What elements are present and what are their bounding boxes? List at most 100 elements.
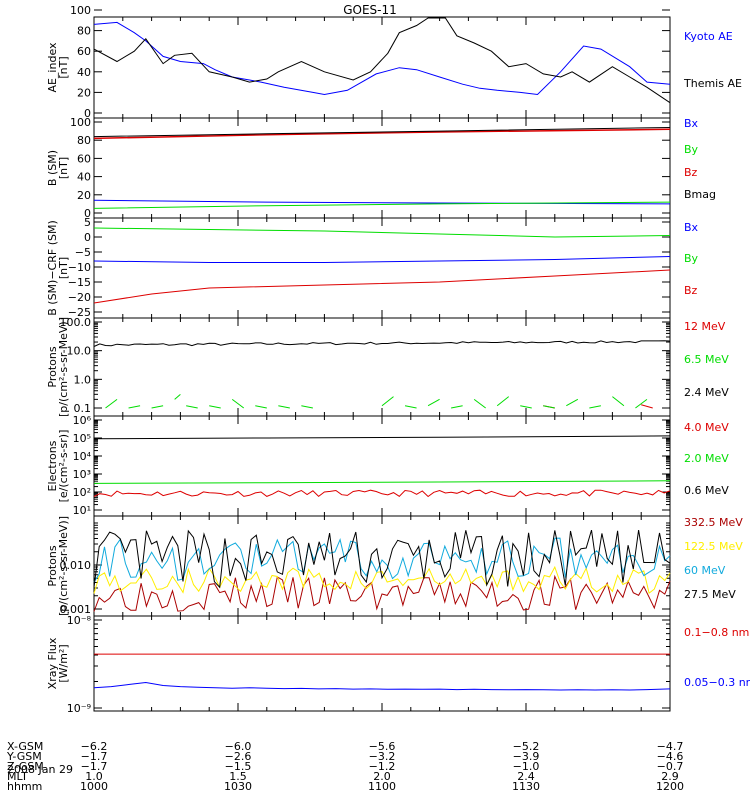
- y-tick-label: 80: [77, 134, 91, 147]
- x-tick-value: −2.6: [225, 750, 252, 763]
- y-tick-label: −20: [68, 291, 91, 304]
- y-axis-label: B (SM)−CRF (SM): [46, 220, 59, 316]
- series-line: [93, 128, 671, 140]
- x-tick-value: −5.6: [369, 740, 396, 753]
- x-axis-table: X-GSMY-GSMZ-GSMMLThhmm−6.2−1.7−1.71.0100…: [6, 740, 684, 793]
- series-line: [93, 227, 671, 238]
- x-tick-value: −4.7: [657, 740, 684, 753]
- x-row-label: hhmm: [7, 780, 42, 793]
- y-tick-label: 100: [70, 4, 91, 17]
- y-tick-label: 40: [77, 171, 91, 184]
- figure-title: GOES-11: [343, 3, 397, 17]
- panel-frame: [93, 415, 671, 517]
- x-tick-value: 1.0: [85, 770, 103, 783]
- x-tick-value: −1.7: [81, 760, 108, 773]
- y-tick-label: −10: [68, 261, 91, 274]
- legend-entry: By: [684, 252, 699, 265]
- legend-entry: Themis AE: [683, 77, 742, 90]
- series-segment: [641, 404, 653, 409]
- legend-entry: Bmag: [684, 188, 716, 201]
- series-segment: [255, 405, 267, 409]
- panel-electrons: 10¹ 10² 10³ 10⁴ 10⁵ 10⁶ Electrons[e/(cm²-s-sr)…: [46, 414, 729, 517]
- series-line: [93, 480, 671, 484]
- x-tick-value: −1.2: [369, 760, 396, 773]
- panel-ae: 0 20 40 60 80 100 AE_index[nT] Kyoto AE Themis A…: [46, 4, 742, 120]
- series-line: [93, 21, 671, 96]
- legend-entry: Bx: [684, 221, 699, 234]
- panel-dB: −25 −20 −15 −10 −5 0 5 B (SM)−CRF (SM)[nT] Bx By B…: [46, 216, 699, 319]
- y-tick-label: 20: [77, 86, 91, 99]
- series-segment: [151, 405, 164, 409]
- y-axis-label: [p/(cm²-s-sr-MeV)]: [57, 516, 70, 616]
- x-row-label: X-GSM: [7, 740, 43, 753]
- series-segment: [301, 405, 313, 409]
- y-tick-label: 10⁶: [73, 414, 92, 427]
- y-tick-label: 0: [84, 231, 91, 244]
- series-line: [93, 340, 671, 347]
- y-tick-label: 100.0: [60, 316, 92, 329]
- y-tick-label: 10⁵: [73, 432, 91, 445]
- y-tick-label: 100: [70, 116, 91, 129]
- series-line: [93, 256, 671, 263]
- y-tick-label: 10⁻⁹: [67, 702, 91, 715]
- series-segment: [451, 405, 463, 409]
- y-tick-label: 0: [84, 107, 91, 120]
- y-tick-label: −15: [68, 276, 91, 289]
- y-tick-label: −25: [68, 306, 91, 319]
- y-tick-label: 0.010: [60, 559, 92, 572]
- y-tick-label: 60: [77, 152, 91, 165]
- legend-entry: 0.05−0.3 nm: [684, 676, 750, 689]
- y-axis-label: Xray Flux: [46, 637, 59, 689]
- series-segment: [186, 405, 198, 409]
- legend-entry: 2.0 MeV: [684, 452, 729, 465]
- series-segment: [473, 398, 486, 409]
- legend-entry: Kyoto AE: [684, 30, 733, 43]
- series-segment: [635, 398, 648, 409]
- y-axis-label: [e/(cm²-s-sr)]: [57, 430, 70, 503]
- x-tick-value: −0.7: [657, 760, 684, 773]
- series-line: [93, 435, 671, 440]
- panel-frame: [93, 317, 671, 417]
- y-tick-label: 10²: [73, 486, 91, 499]
- x-tick-value: 1000: [80, 780, 108, 793]
- x-tick-value: 1130: [512, 780, 540, 793]
- x-tick-value: −3.2: [369, 750, 396, 763]
- series-line: [93, 529, 671, 589]
- x-tick-value: −4.6: [657, 750, 684, 763]
- x-row-label: Z-GSM: [7, 760, 44, 773]
- series-line: [93, 127, 671, 138]
- x-tick-value: −6.0: [225, 740, 252, 753]
- y-axis-label: AE_index: [46, 42, 59, 93]
- series-line: [93, 574, 671, 612]
- series-segment: [174, 393, 181, 400]
- legend-entry: 0.6 MeV: [684, 484, 729, 497]
- series-segment: [381, 396, 394, 407]
- x-row-label: MLT: [7, 770, 28, 783]
- y-tick-label: 10⁻⁸: [67, 614, 92, 627]
- series-line: [93, 537, 671, 583]
- series-segment: [231, 398, 245, 409]
- y-axis-label: B (SM): [46, 150, 59, 186]
- y-tick-label: 1.0: [74, 373, 92, 386]
- y-axis-label: [nT]: [57, 157, 70, 179]
- panel-frame: [93, 16, 671, 119]
- y-tick-label: 0.001: [60, 603, 92, 616]
- x-tick-value: −3.9: [513, 750, 540, 763]
- series-line: [93, 17, 671, 104]
- y-tick-label: 10¹: [73, 504, 91, 517]
- series-segment: [566, 398, 579, 407]
- x-tick-value: 2.0: [373, 770, 391, 783]
- x-tick-value: −6.2: [81, 740, 108, 753]
- legend-entry: 0.1−0.8 nm: [684, 626, 749, 639]
- y-axis-label: Electrons: [46, 440, 59, 491]
- x-tick-value: 1030: [224, 780, 252, 793]
- legend-entry: 6.5 MeV: [684, 353, 729, 366]
- y-tick-label: 0: [84, 207, 91, 220]
- y-tick-label: 40: [77, 66, 91, 79]
- series-segment: [496, 396, 510, 407]
- x-tick-value: −1.0: [513, 760, 540, 773]
- series-segment: [543, 405, 555, 409]
- series-line: [93, 489, 671, 498]
